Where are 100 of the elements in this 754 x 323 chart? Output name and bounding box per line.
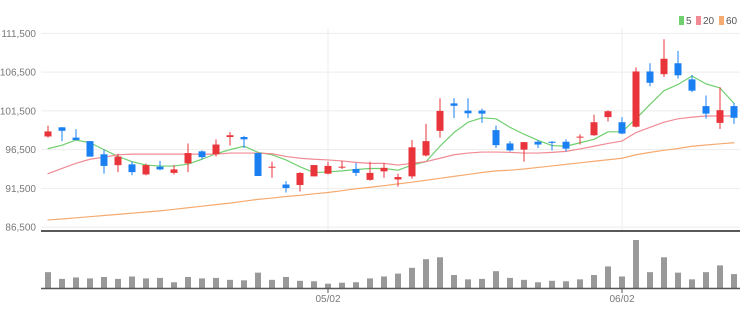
candlestick [142,163,150,176]
bar [507,278,513,288]
bar [115,278,121,288]
x-tick-label: 05/02 [315,294,341,305]
y-tick-label: 106,500 [0,68,36,79]
candlestick [254,152,262,176]
candlestick [688,74,696,93]
candlestick [436,98,444,138]
bar [493,271,499,288]
bar [339,282,345,288]
bar [101,276,107,288]
candlestick [324,161,332,175]
candlestick [352,162,360,176]
candlestick [730,102,738,124]
candlestick [268,161,276,178]
candlestick [478,108,486,124]
bar [633,240,639,288]
candlestick [604,110,612,122]
line-series [47,142,735,221]
candlestick [576,134,584,146]
bar [283,276,289,288]
candlestick [464,98,472,119]
candlestick [702,94,710,120]
candlestick [240,135,248,148]
candlestick [450,98,458,119]
y-tick-label: 86,500 [5,222,36,234]
bar [87,278,93,288]
candlestick [184,142,192,173]
candlestick [716,86,724,130]
candlestick [590,114,598,136]
candlestick [394,173,402,188]
bar [731,274,737,288]
bar [325,284,331,288]
bar [717,265,723,288]
candlestick [646,62,654,87]
bar [129,276,135,288]
candlestick [86,140,94,158]
bar [479,278,485,288]
candlestick [548,140,556,151]
bar [45,272,51,288]
candlestick [674,50,682,80]
legend-label: 5 [686,16,692,27]
candlestick [422,123,430,157]
bar [563,281,569,288]
candlestick [492,125,500,148]
y-tick-label: 111,500 [1,28,36,40]
bar [647,272,653,288]
candlestick [58,126,66,142]
candlestick [282,180,290,193]
bar [465,279,471,288]
bar [73,277,79,288]
candlestick [44,125,52,138]
y-tick-label: 96,500 [5,145,36,156]
bar [213,278,219,288]
bar [591,275,597,288]
candlestick [506,140,514,152]
candlestick [366,161,374,182]
bar [423,259,429,288]
bar [521,280,527,288]
candlestick [520,142,528,162]
candlestick [114,153,122,173]
candlestick [296,171,304,192]
bar [409,268,415,288]
bar [367,278,373,288]
bar [437,257,443,288]
bar [269,280,275,288]
bar [451,275,457,288]
bar [199,278,205,288]
bar [689,279,695,288]
candlestick [618,116,626,135]
bar [171,282,177,288]
bar [241,280,247,288]
bar [353,282,359,288]
candlestick [128,161,136,176]
candlestick [156,160,164,171]
candlestick [380,162,388,178]
bar [535,282,541,288]
candlestick [226,131,234,146]
candlestick [310,164,318,177]
candlestick [170,164,178,175]
bar [605,266,611,288]
candlestick [100,149,108,174]
bar [227,280,233,288]
bar [619,276,625,288]
bar [577,279,583,288]
line-series [47,75,735,174]
candlestick [212,138,220,157]
bar [59,278,65,288]
bar [703,272,709,288]
legend-label: 20 [703,16,715,27]
bar [549,280,555,288]
y-tick-label: 91,500 [5,184,36,195]
bar [157,278,163,288]
bar [185,276,191,288]
bar [311,281,317,288]
candlestick [562,138,570,152]
y-tick-label: 101,500 [0,106,36,118]
bar [297,280,303,288]
bar [255,272,261,288]
bar [143,278,149,288]
